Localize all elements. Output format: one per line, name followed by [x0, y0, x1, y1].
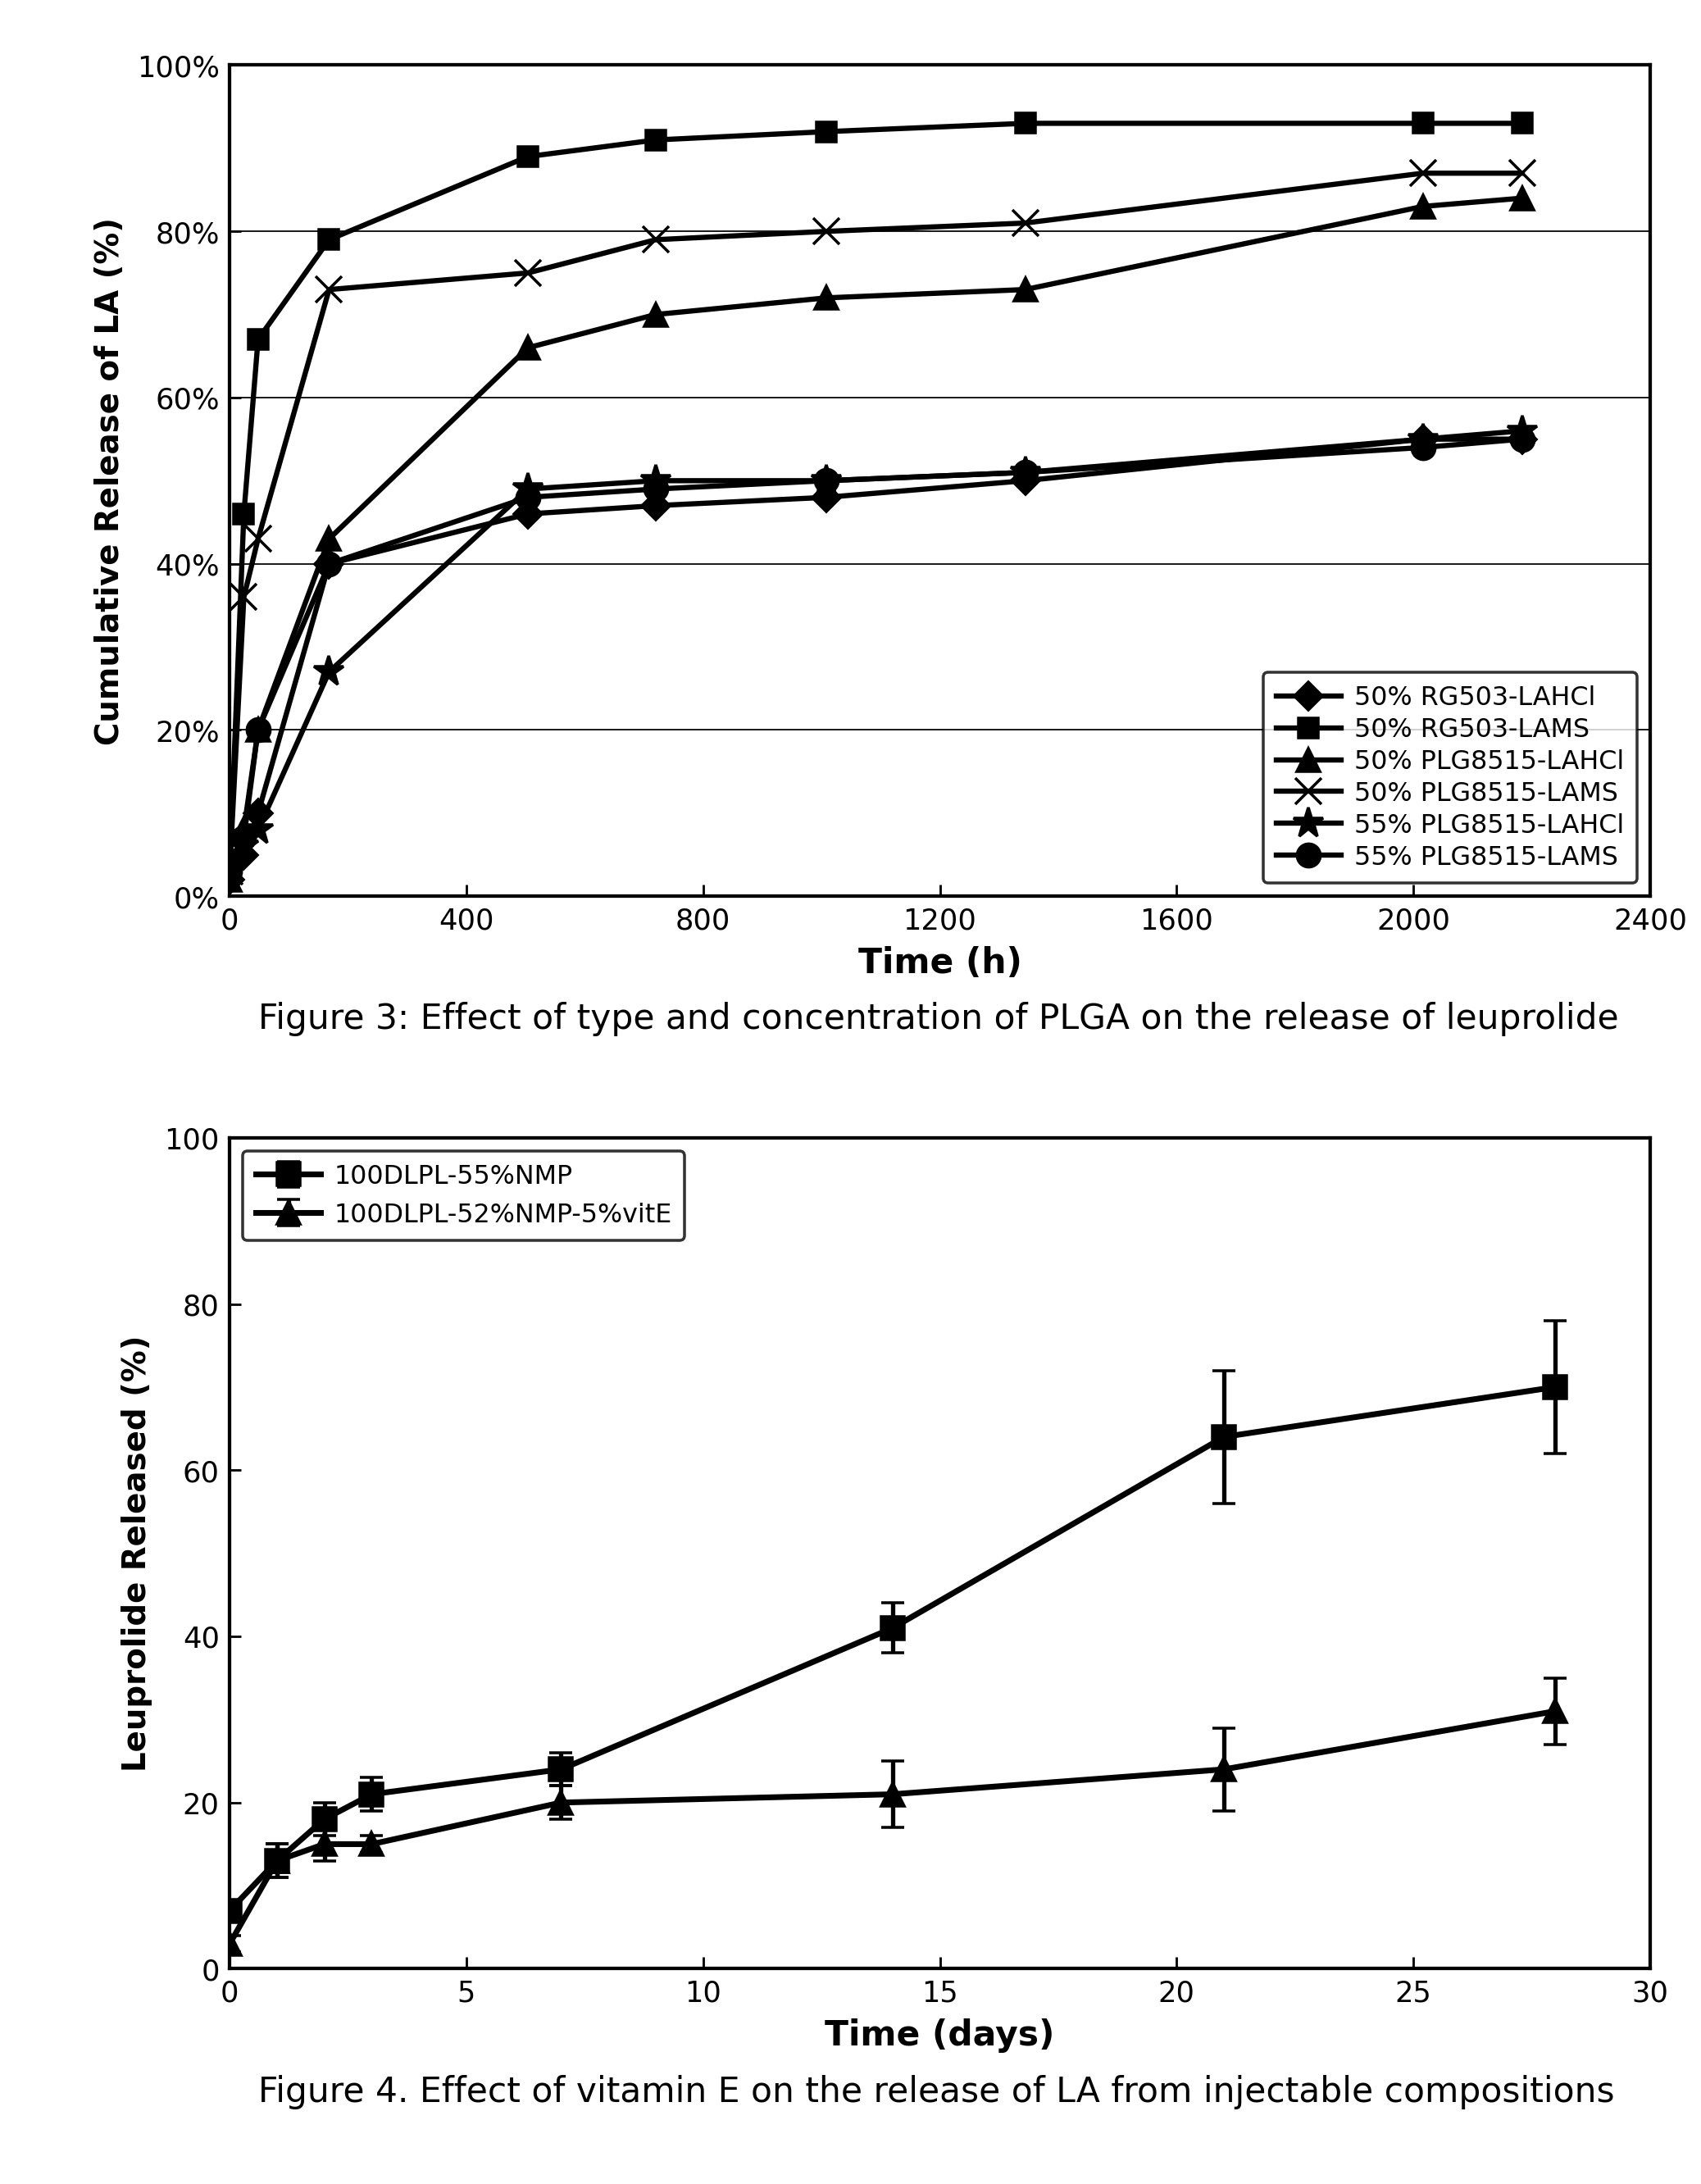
55% PLG8515-LAHCl: [816, 467, 837, 494]
50% RG503-LAHCl: [233, 841, 253, 867]
Line: 50% PLG8515-LAMS: 50% PLG8515-LAMS: [216, 162, 1534, 885]
50% PLG8515-LAMS: [1015, 210, 1036, 236]
50% RG503-LAMS: [517, 144, 538, 170]
Line: 55% PLG8515-LAHCl: 55% PLG8515-LAHCl: [214, 415, 1538, 887]
55% PLG8515-LAMS: [318, 550, 338, 577]
50% PLG8515-LAHCl: [816, 286, 837, 312]
50% PLG8515-LAMS: [816, 218, 837, 245]
50% PLG8515-LAHCl: [233, 817, 253, 843]
55% PLG8515-LAMS: [646, 476, 667, 502]
X-axis label: Time (h): Time (h): [857, 946, 1022, 981]
55% PLG8515-LAMS: [1015, 459, 1036, 485]
50% RG503-LAMS: [1512, 111, 1533, 138]
Y-axis label: Leuprolide Released (%): Leuprolide Released (%): [121, 1334, 153, 1771]
55% PLG8515-LAHCl: [248, 817, 269, 843]
55% PLG8515-LAHCl: [233, 834, 253, 860]
50% PLG8515-LAMS: [248, 526, 269, 553]
50% RG503-LAMS: [816, 118, 837, 144]
Line: 55% PLG8515-LAMS: 55% PLG8515-LAMS: [218, 428, 1534, 882]
50% PLG8515-LAMS: [1512, 159, 1533, 186]
50% PLG8515-LAHCl: [646, 301, 667, 328]
55% PLG8515-LAHCl: [318, 660, 338, 686]
50% RG503-LAHCl: [219, 867, 240, 893]
55% PLG8515-LAMS: [233, 826, 253, 852]
50% PLG8515-LAMS: [318, 277, 338, 304]
55% PLG8515-LAHCl: [1015, 459, 1036, 485]
50% PLG8515-LAMS: [219, 858, 240, 885]
Text: Figure 4. Effect of vitamin E on the release of LA from injectable compositions: Figure 4. Effect of vitamin E on the rel…: [259, 2075, 1614, 2110]
55% PLG8515-LAMS: [219, 858, 240, 885]
50% RG503-LAHCl: [816, 485, 837, 511]
50% RG503-LAMS: [233, 500, 253, 526]
55% PLG8515-LAHCl: [517, 476, 538, 502]
50% RG503-LAMS: [646, 127, 667, 153]
50% RG503-LAHCl: [1512, 426, 1533, 452]
50% PLG8515-LAMS: [517, 260, 538, 286]
Legend: 50% RG503-LAHCl, 50% RG503-LAMS, 50% PLG8515-LAHCl, 50% PLG8515-LAMS, 55% PLG851: 50% RG503-LAHCl, 50% RG503-LAMS, 50% PLG…: [1262, 673, 1636, 885]
50% RG503-LAMS: [248, 328, 269, 354]
55% PLG8515-LAHCl: [1512, 417, 1533, 443]
50% RG503-LAHCl: [1412, 426, 1432, 452]
50% PLG8515-LAHCl: [318, 526, 338, 553]
55% PLG8515-LAHCl: [646, 467, 667, 494]
55% PLG8515-LAMS: [1512, 426, 1533, 452]
50% RG503-LAHCl: [646, 494, 667, 520]
50% RG503-LAMS: [318, 227, 338, 253]
50% RG503-LAHCl: [1015, 467, 1036, 494]
50% PLG8515-LAHCl: [248, 716, 269, 743]
X-axis label: Time (days): Time (days): [825, 2018, 1055, 2053]
50% PLG8515-LAHCl: [1512, 186, 1533, 212]
50% PLG8515-LAHCl: [1015, 277, 1036, 304]
Line: 50% PLG8515-LAHCl: 50% PLG8515-LAHCl: [218, 188, 1534, 891]
50% PLG8515-LAMS: [1412, 159, 1432, 186]
55% PLG8515-LAHCl: [1412, 426, 1432, 452]
Line: 50% RG503-LAMS: 50% RG503-LAMS: [219, 114, 1533, 882]
50% PLG8515-LAMS: [646, 227, 667, 253]
50% PLG8515-LAHCl: [517, 334, 538, 360]
50% RG503-LAHCl: [318, 550, 338, 577]
55% PLG8515-LAMS: [816, 467, 837, 494]
50% RG503-LAHCl: [248, 799, 269, 826]
55% PLG8515-LAMS: [517, 485, 538, 511]
50% RG503-LAMS: [1015, 111, 1036, 138]
50% PLG8515-LAHCl: [219, 867, 240, 893]
50% PLG8515-LAHCl: [1412, 194, 1432, 221]
50% RG503-LAMS: [219, 858, 240, 885]
50% RG503-LAMS: [1412, 111, 1432, 138]
Y-axis label: Cumulative Release of LA (%): Cumulative Release of LA (%): [94, 216, 126, 745]
50% PLG8515-LAMS: [233, 583, 253, 609]
50% RG503-LAHCl: [517, 500, 538, 526]
Line: 50% RG503-LAHCl: 50% RG503-LAHCl: [219, 430, 1533, 889]
Text: Figure 3: Effect of type and concentration of PLGA on the release of leuprolide: Figure 3: Effect of type and concentrati…: [259, 1002, 1618, 1037]
Legend: 100DLPL-55%NMP, 100DLPL-52%NMP-5%vitE: 100DLPL-55%NMP, 100DLPL-52%NMP-5%vitE: [243, 1151, 686, 1241]
55% PLG8515-LAMS: [248, 716, 269, 743]
55% PLG8515-LAHCl: [219, 858, 240, 885]
55% PLG8515-LAMS: [1412, 435, 1432, 461]
